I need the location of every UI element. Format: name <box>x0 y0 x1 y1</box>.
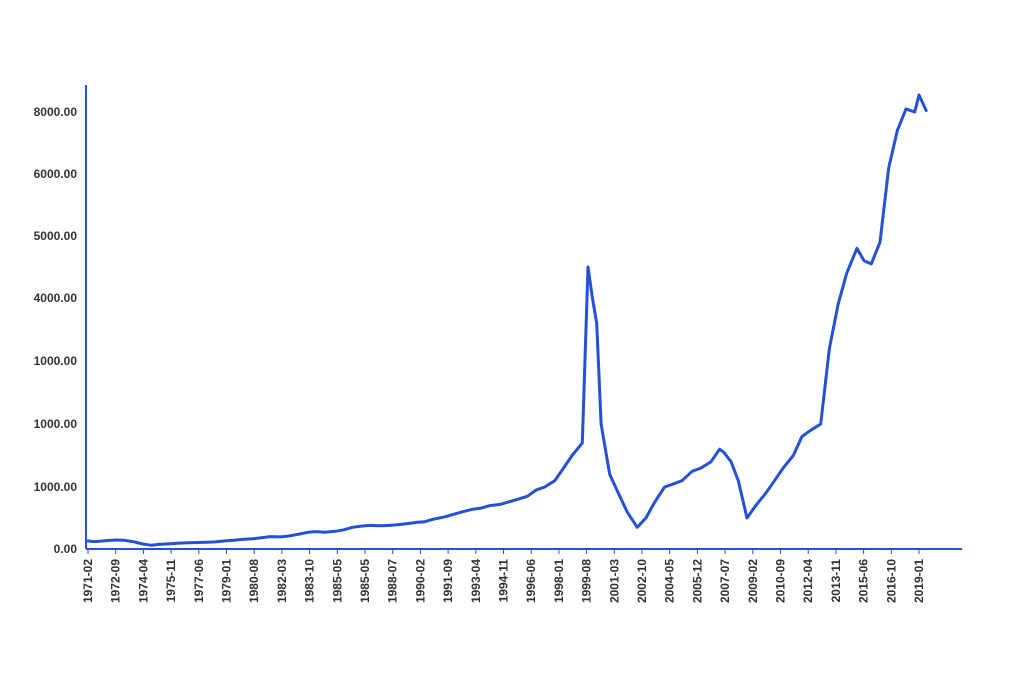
y-tick-label: 5000.00 <box>34 229 78 243</box>
x-tick-label: 2013-11 <box>829 559 843 603</box>
x-tick-label: 2015-06 <box>857 559 871 603</box>
series-line <box>86 93 928 547</box>
y-axis-tick-labels: 0.00 1000.00 1000.00 1000.00 4000.00 5000.00 6… <box>34 105 78 556</box>
y-tick-label: 1000.00 <box>34 354 78 368</box>
x-tick-label: 1980-08 <box>247 559 261 603</box>
x-tick-label: 1999-08 <box>580 559 594 603</box>
y-tick-label: 1000.00 <box>34 480 78 494</box>
x-tick-label: 1988-07 <box>386 559 400 603</box>
x-tick-label: 2009-02 <box>746 559 760 603</box>
x-tick-label: 1982-03 <box>275 559 289 603</box>
x-tick-label: 1985-05 <box>330 559 344 603</box>
y-tick-label: 1000.00 <box>34 417 78 431</box>
x-tick-label: 2007-07 <box>718 559 732 603</box>
y-tick-label: 4000.00 <box>34 291 78 305</box>
x-tick-label: 1993-04 <box>469 559 483 603</box>
x-tick-label: 2001-03 <box>607 559 621 603</box>
x-tick-label: 1977-06 <box>192 559 206 603</box>
x-tick-label: 1983-10 <box>303 559 317 603</box>
x-tick-label: 2004-05 <box>663 559 677 603</box>
x-axis-tick-labels: 1971-02 1972-09 1974-04 1975-11 1977-06 1979-… <box>81 559 926 603</box>
x-tick-label: 1979-01 <box>220 559 234 603</box>
x-tick-label: 1972-09 <box>109 559 123 603</box>
y-tick-label: 8000.00 <box>34 105 78 119</box>
x-tick-label: 2019-01 <box>912 559 926 603</box>
x-tick-label: 1971-02 <box>81 559 95 603</box>
x-tick-label: 1998-01 <box>552 559 566 603</box>
x-tick-label: 1974-04 <box>136 559 150 603</box>
y-tick-label: 0.00 <box>54 542 78 556</box>
y-tick-label: 6000.00 <box>34 167 78 181</box>
x-axis-ticks <box>87 549 920 554</box>
x-tick-label: 1991-09 <box>441 559 455 603</box>
x-tick-label: 2002-10 <box>635 559 649 603</box>
x-tick-label: 2010-09 <box>774 559 788 603</box>
x-tick-label: 2016-10 <box>884 559 898 603</box>
x-tick-label: 2005-12 <box>690 559 704 603</box>
x-tick-label: 1985-05 <box>358 559 372 603</box>
x-tick-label: 1990-02 <box>413 559 427 603</box>
x-tick-label: 2012-04 <box>801 559 815 603</box>
x-tick-label: 1994-11 <box>497 559 511 603</box>
x-tick-label: 1975-11 <box>164 559 178 603</box>
x-tick-label: 1996-06 <box>524 559 538 603</box>
